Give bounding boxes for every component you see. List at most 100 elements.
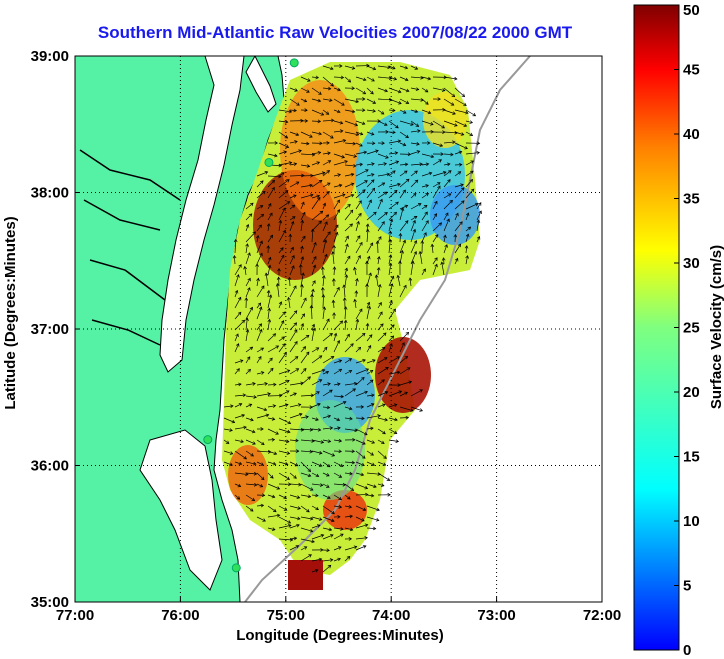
velocity-arrow <box>322 190 330 199</box>
hotspot-south <box>288 560 323 590</box>
velocity-arrow <box>344 172 355 177</box>
green-band <box>295 400 365 500</box>
velocity-arrow <box>322 239 328 254</box>
velocity-arrow <box>322 141 330 145</box>
velocity-arrow <box>311 161 321 166</box>
velocity-arrow <box>333 339 341 353</box>
x-tick-label: 75:00 <box>267 607 305 624</box>
velocity-arrow <box>399 355 409 364</box>
velocity-arrow <box>266 245 271 254</box>
velocity-arrow <box>256 483 264 488</box>
velocity-arrow <box>278 109 293 114</box>
velocity-arrow <box>388 439 400 443</box>
velocity-arrow <box>300 119 309 123</box>
velocity-arrow <box>353 298 357 309</box>
velocity-arrow <box>355 536 368 540</box>
velocity-arrow <box>278 254 285 265</box>
velocity-arrow <box>443 162 451 167</box>
velocity-arrow <box>333 438 343 443</box>
velocity-arrow <box>333 368 343 375</box>
velocity-arrow <box>410 129 421 133</box>
velocity-arrow <box>267 428 279 435</box>
velocity-arrow <box>322 426 334 430</box>
bay-tributary <box>79 149 181 346</box>
velocity-arrow <box>256 371 265 375</box>
velocity-arrow <box>454 87 466 98</box>
velocity-arrow <box>399 406 414 412</box>
velocity-arrow <box>267 318 272 331</box>
velocity-arrow <box>311 171 326 177</box>
velocity-arrow <box>377 172 391 177</box>
velocity-arrow <box>355 255 361 265</box>
velocity-arrow <box>344 416 353 421</box>
velocity-arrow <box>289 265 295 276</box>
velocity-arrow <box>333 224 339 232</box>
velocity-arrow <box>421 87 429 93</box>
velocity-arrow <box>443 120 458 127</box>
hotspot-west <box>228 445 268 505</box>
velocity-arrow <box>311 141 323 146</box>
velocity-arrow <box>320 266 325 276</box>
velocity-arrow <box>388 390 403 397</box>
velocity-arrow <box>332 266 337 276</box>
velocity-arrow <box>245 202 254 210</box>
velocity-arrow <box>388 201 399 210</box>
velocity-arrow <box>322 231 331 243</box>
velocity-arrow <box>421 184 429 188</box>
velocity-arrow <box>465 178 473 188</box>
velocity-arrow <box>377 302 382 309</box>
velocity-arrow <box>278 351 287 364</box>
velocity-arrow <box>289 356 299 364</box>
velocity-arrow <box>399 207 405 221</box>
velocity-arrow <box>278 523 292 529</box>
velocity-arrow <box>366 526 377 531</box>
velocity-arrow <box>234 289 239 298</box>
velocity-arrow <box>311 505 319 511</box>
velocity-arrow <box>289 494 301 499</box>
velocity-arrow <box>432 222 443 232</box>
velocity-arrow <box>355 120 366 126</box>
velocity-arrow <box>410 250 418 265</box>
velocity-arrow <box>245 277 251 287</box>
velocity-arrow <box>366 450 374 456</box>
velocity-arrow <box>410 109 419 114</box>
velocity-arrow <box>267 417 276 421</box>
velocity-arrow <box>355 450 366 459</box>
velocity-arrow <box>377 428 386 435</box>
velocity-arrow <box>333 87 341 92</box>
velocity-arrow <box>377 120 388 126</box>
velocity-arrow <box>289 482 302 487</box>
velocity-arrow <box>421 192 429 199</box>
velocity-arrow <box>388 139 402 144</box>
velocity-arrow <box>322 306 327 320</box>
velocity-arrow <box>266 289 271 298</box>
velocity-arrow <box>398 232 403 243</box>
velocity-arrow <box>245 417 254 422</box>
velocity-arrow <box>465 255 469 265</box>
velocity-arrow <box>278 472 290 480</box>
orange-band <box>280 80 360 220</box>
velocity-arrow <box>289 403 302 408</box>
velocity-arrow <box>311 131 322 136</box>
velocity-arrow <box>278 201 291 210</box>
velocity-arrow <box>377 162 388 166</box>
velocity-arrow <box>355 416 365 421</box>
velocity-arrow <box>344 437 356 442</box>
velocity-arrow <box>223 404 234 409</box>
velocity-arrow <box>366 187 376 199</box>
velocity-arrow <box>454 131 465 136</box>
velocity-arrow <box>410 219 416 232</box>
velocity-arrow <box>289 368 300 375</box>
velocity-arrow <box>234 413 246 419</box>
velocity-arrow <box>365 228 370 243</box>
velocity-arrow <box>333 482 347 487</box>
velocity-arrow <box>333 75 345 80</box>
velocity-arrow <box>355 308 363 320</box>
velocity-arrow <box>300 108 308 112</box>
velocity-arrow <box>322 182 331 188</box>
velocity-arrow <box>344 153 358 158</box>
velocity-arrow <box>289 392 297 397</box>
velocity-arrow <box>300 483 314 491</box>
velocity-arrow <box>443 193 452 199</box>
velocity-arrow <box>454 150 463 155</box>
